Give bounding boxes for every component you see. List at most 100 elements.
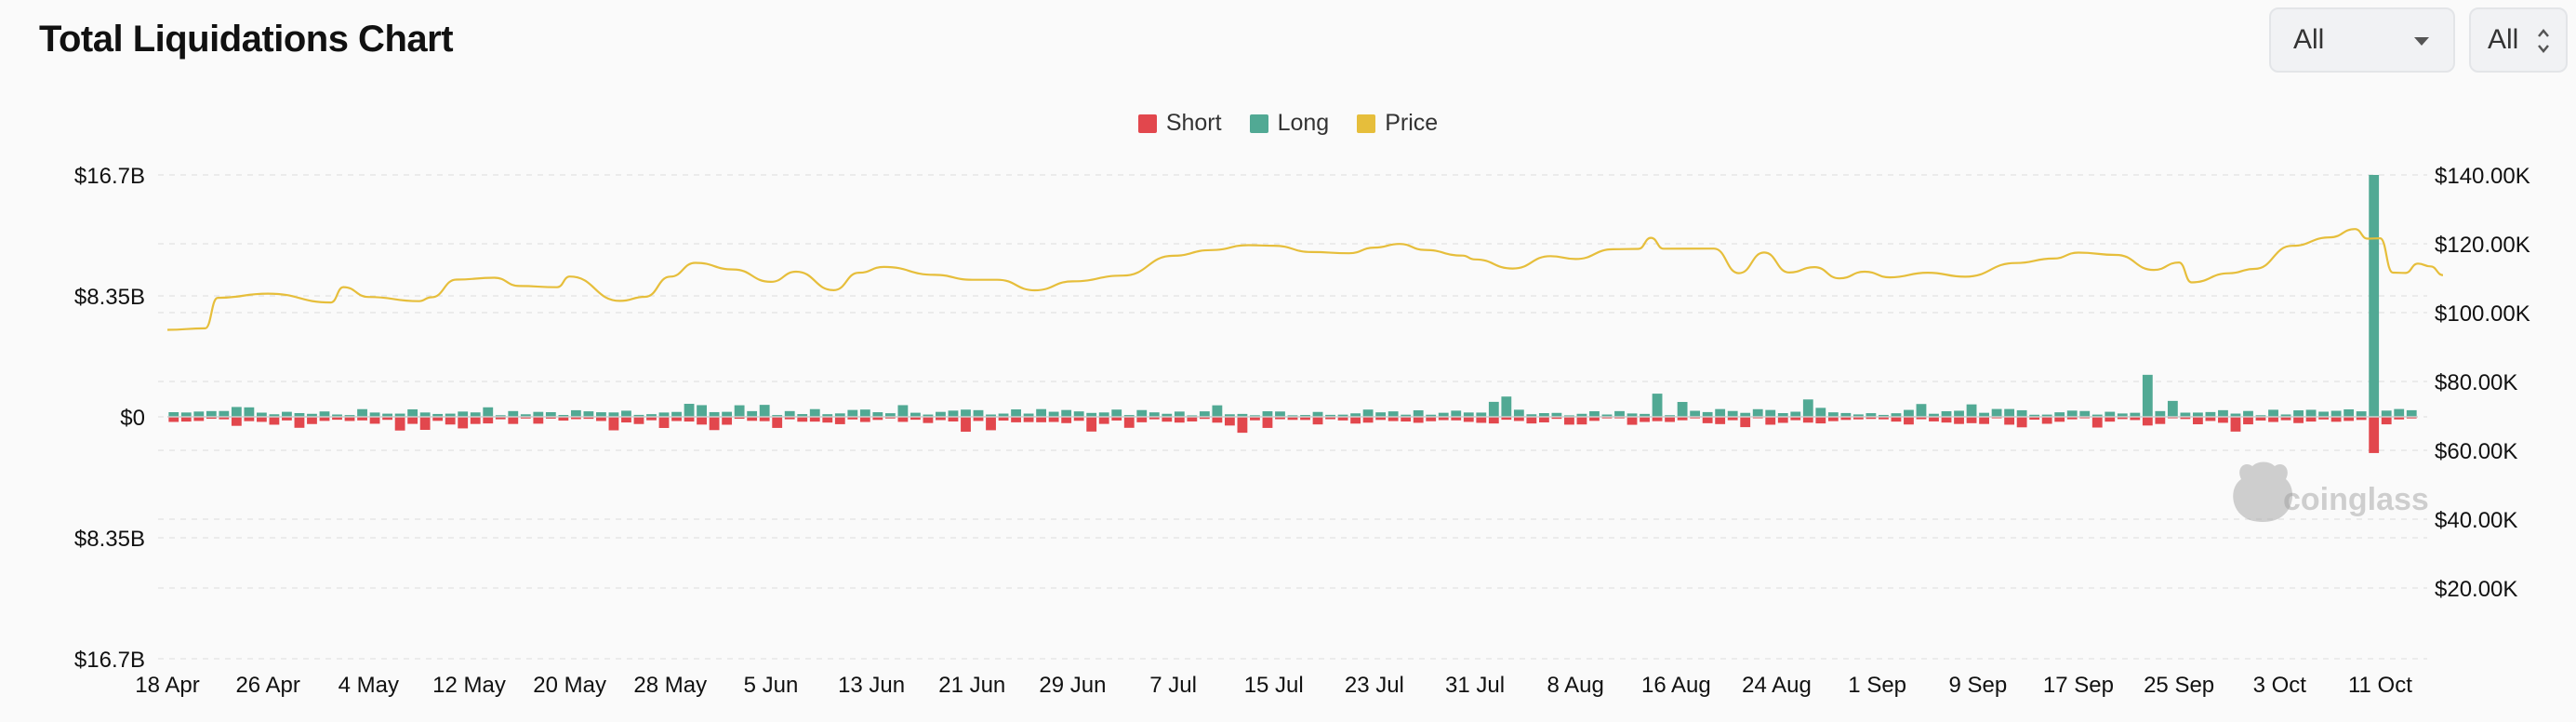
short-bar	[709, 417, 720, 431]
short-bar	[1866, 417, 1877, 420]
x-tick-label: 16 Aug	[1641, 673, 1711, 698]
x-tick-label: 17 Sep	[2043, 673, 2114, 698]
long-bar	[936, 411, 946, 417]
short-bar	[1752, 417, 1763, 419]
long-bar	[747, 410, 758, 417]
exchange-select[interactable]: All	[2269, 7, 2455, 73]
long-bar	[697, 405, 707, 417]
long-bar	[1061, 409, 1072, 417]
long-bar	[1802, 399, 1813, 417]
legend-item-price[interactable]: Price	[1357, 110, 1438, 137]
short-bar	[809, 417, 820, 422]
legend-item-short[interactable]: Short	[1137, 110, 1222, 137]
long-bar	[2155, 410, 2166, 417]
short-bar	[1904, 417, 1914, 425]
short-bar	[193, 417, 205, 421]
long-bar	[2054, 412, 2065, 417]
long-bar	[1426, 414, 1437, 417]
long-bar	[1451, 410, 1462, 417]
short-bar	[1250, 417, 1260, 421]
chart-legend: Short Long Price	[0, 110, 2576, 137]
x-tick-label: 7 Jul	[1149, 673, 1197, 698]
long-bar	[1715, 408, 1726, 417]
long-bar	[684, 404, 695, 417]
y-right-tick-label: $40.00K	[2435, 508, 2517, 533]
long-bar	[1979, 412, 1989, 417]
long-bar	[470, 412, 481, 417]
exchange-select-value: All	[2293, 24, 2325, 55]
short-bar	[1224, 417, 1235, 426]
long-bar	[570, 409, 581, 417]
long-bar	[1488, 401, 1499, 417]
short-bar	[206, 417, 217, 420]
long-bar	[1790, 411, 1801, 417]
y-right-tick-label: $20.00K	[2435, 577, 2517, 602]
short-bar	[2091, 417, 2103, 428]
long-bar	[1337, 414, 1348, 417]
short-bar	[2105, 417, 2116, 422]
short-bar	[344, 417, 355, 421]
legend-swatch-price	[1357, 114, 1376, 133]
long-bar	[1174, 411, 1185, 417]
long-bar	[847, 409, 858, 417]
long-bar	[1401, 414, 1412, 417]
short-bar	[759, 417, 770, 421]
long-bar	[2205, 411, 2216, 417]
short-bar	[2318, 417, 2330, 420]
short-bar	[859, 417, 870, 422]
short-bar	[2369, 417, 2380, 453]
long-bar	[256, 412, 267, 417]
long-bar	[722, 411, 733, 417]
short-bar	[1061, 417, 1072, 423]
long-bar	[1852, 414, 1864, 417]
long-bar	[2193, 412, 2203, 417]
short-bar	[1187, 417, 1198, 421]
short-bar	[180, 417, 192, 422]
long-bar	[458, 411, 469, 417]
short-bar	[231, 417, 242, 426]
short-bar	[1501, 417, 1512, 421]
short-bar	[1036, 417, 1047, 422]
long-bar	[2369, 175, 2380, 417]
long-bar	[948, 410, 959, 417]
range-select-value: All	[2488, 24, 2519, 55]
long-bar	[282, 411, 292, 417]
short-bar	[583, 417, 594, 420]
long-bar	[1690, 410, 1701, 417]
short-bar	[1073, 417, 1084, 421]
legend-swatch-short	[1137, 114, 1157, 133]
short-bar	[1011, 417, 1021, 422]
short-bar	[1765, 417, 1776, 425]
long-bar	[1287, 415, 1298, 417]
watermark-text: coinglass	[2283, 482, 2429, 517]
short-bar	[1916, 417, 1927, 420]
x-tick-label: 1 Sep	[1848, 673, 1906, 698]
y-left-tick-label: $8.35B	[74, 285, 145, 310]
long-bar	[1765, 409, 1776, 417]
long-bar	[520, 414, 531, 417]
long-bar	[1891, 413, 1902, 417]
long-bar	[621, 410, 631, 417]
short-bar	[1640, 417, 1650, 422]
short-bar	[1287, 417, 1298, 421]
short-bar	[1727, 417, 1738, 421]
long-bar	[483, 407, 494, 417]
short-bar	[1300, 417, 1310, 421]
short-bar	[633, 417, 644, 424]
short-bar	[394, 417, 405, 431]
short-bar	[244, 417, 255, 421]
long-bar	[961, 409, 971, 417]
short-bar	[1426, 417, 1437, 421]
range-select[interactable]: All	[2469, 7, 2568, 73]
long-bar	[2041, 414, 2052, 417]
long-bar	[193, 411, 205, 417]
short-bar	[319, 417, 330, 421]
long-bar	[1187, 415, 1198, 417]
short-bar	[897, 417, 909, 422]
short-bar	[1451, 417, 1462, 421]
long-bar	[2344, 408, 2355, 417]
legend-item-long[interactable]: Long	[1249, 110, 1329, 137]
y-right-tick-label: $140.00K	[2435, 164, 2530, 189]
long-bar	[2117, 413, 2128, 417]
x-tick-label: 9 Sep	[1948, 673, 2007, 698]
